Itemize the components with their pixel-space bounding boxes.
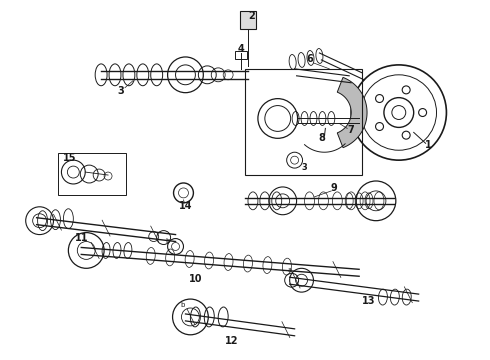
- Text: 15: 15: [63, 153, 76, 163]
- Text: 2: 2: [248, 11, 255, 21]
- Text: 10: 10: [189, 274, 202, 284]
- Text: 9: 9: [331, 183, 338, 193]
- Text: b: b: [166, 238, 170, 243]
- Bar: [58, 153, 126, 195]
- Text: 13: 13: [362, 296, 376, 306]
- Text: 14: 14: [179, 201, 192, 211]
- Text: 12: 12: [225, 336, 239, 346]
- Text: 7: 7: [348, 125, 355, 135]
- Text: 3: 3: [302, 163, 307, 172]
- Text: a: a: [288, 267, 292, 273]
- Text: 4: 4: [238, 44, 245, 54]
- Bar: [245, 69, 362, 175]
- Text: 3: 3: [118, 86, 124, 96]
- Bar: [235, 51, 247, 59]
- Bar: [240, 11, 256, 29]
- Text: 8: 8: [318, 133, 325, 143]
- Text: 11: 11: [74, 233, 88, 243]
- Text: 6: 6: [306, 54, 313, 64]
- Polygon shape: [337, 77, 367, 148]
- Text: 1: 1: [425, 140, 432, 150]
- Text: b: b: [180, 302, 185, 308]
